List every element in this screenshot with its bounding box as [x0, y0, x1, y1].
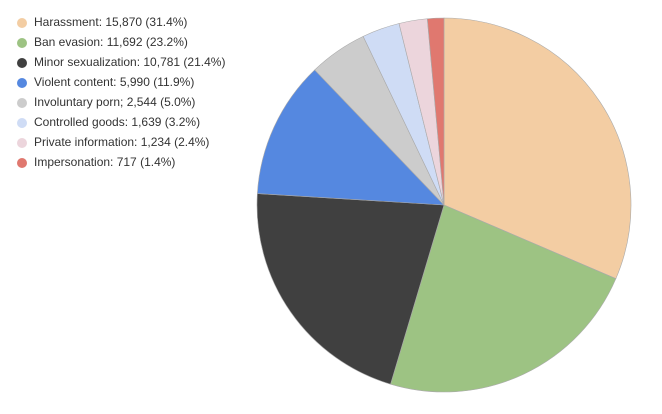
legend-label: Involuntary porn; 2,544 (5.0%): [34, 95, 195, 109]
legend-marker: [17, 18, 27, 28]
legend-label: Harassment: 15,870 (31.4%): [34, 15, 187, 29]
legend-marker: [17, 158, 27, 168]
legend-label: Ban evasion: 11,692 (23.2%): [34, 35, 188, 49]
legend-marker: [17, 118, 27, 128]
pie-slice: [427, 17, 445, 206]
legend-marker: [17, 98, 27, 108]
pie-slice: [390, 204, 617, 393]
legend-label: Private information: 1,234 (2.4%): [34, 135, 209, 149]
legend-label: Controlled goods: 1,639 (3.2%): [34, 115, 200, 129]
pie-slice: [256, 193, 445, 385]
legend-marker: [17, 58, 27, 68]
legend-label: Minor sexualization: 10,781 (21.4%): [34, 55, 225, 69]
legend-marker: [17, 38, 27, 48]
legend-marker: [17, 138, 27, 148]
pie-slice: [443, 17, 632, 280]
legend-marker: [17, 78, 27, 88]
pie-slice: [257, 69, 445, 206]
legend-label: Violent content: 5,990 (11.9%): [34, 75, 194, 89]
legend-label: Impersonation: 717 (1.4%): [34, 155, 175, 169]
